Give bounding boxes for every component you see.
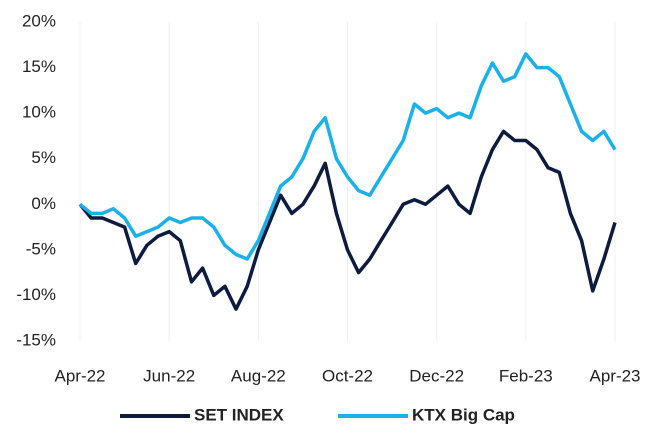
x-tick-label: Apr-23 [589,366,640,385]
y-tick-label: -10% [16,285,56,304]
legend-label: KTX Big Cap [412,405,515,424]
x-tick-label: Oct-22 [322,366,373,385]
series-line [78,52,617,261]
y-tick-label: 5% [31,148,56,167]
x-tick-label: Feb-23 [499,366,553,385]
legend-label: SET INDEX [194,405,284,424]
y-tick-label: 10% [22,103,56,122]
series-line [78,129,617,311]
x-tick-label: Dec-22 [409,366,464,385]
x-tick-label: Aug-22 [231,366,286,385]
y-tick-label: -5% [26,239,56,258]
y-tick-label: -15% [16,330,56,349]
x-tick-label: Apr-22 [54,366,105,385]
y-tick-label: 15% [22,57,56,76]
x-tick-label: Jun-22 [143,366,195,385]
y-tick-label: 20% [22,11,56,30]
y-tick-label: 0% [31,194,56,213]
